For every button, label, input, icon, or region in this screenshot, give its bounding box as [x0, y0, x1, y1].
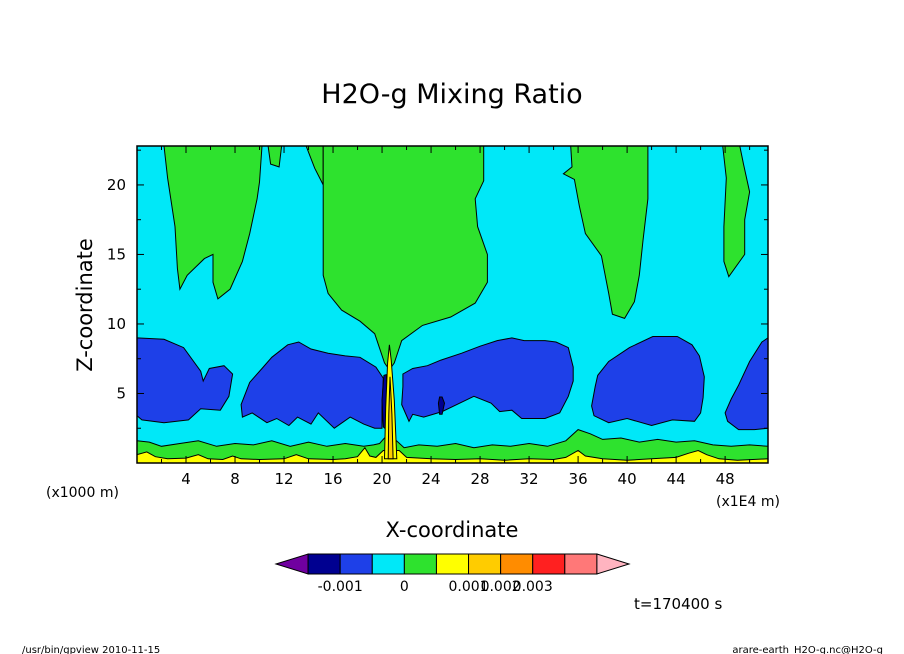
- contour-region-driest-1: [437, 396, 446, 415]
- colorbar-tick-label: -0.001: [318, 579, 363, 595]
- footer-right: arare-earth_H2O-g.nc@H2O-g: [732, 645, 883, 654]
- colorbar-swatch: [371, 553, 405, 575]
- x-tick-label: 36: [569, 470, 588, 488]
- contour-region-moist-4: [562, 146, 649, 320]
- contour-region-moist-3: [322, 146, 488, 371]
- colorbar-swatch: [468, 553, 502, 575]
- y-tick-label: 10: [107, 315, 126, 333]
- contour-region-moist-5: [722, 146, 751, 278]
- y-tick-label: 5: [116, 384, 126, 402]
- colorbar-swatch: [596, 553, 631, 575]
- x-tick-label: 48: [716, 470, 735, 488]
- y-axis-title: Z-coordinate: [73, 238, 97, 372]
- colorbar-tick-label: 0: [400, 579, 409, 595]
- y-axis: 5 10 15 20: [107, 149, 768, 429]
- colorbar-swatch: [274, 553, 309, 575]
- colorbar-swatch: [564, 553, 598, 575]
- plot-area: [137, 146, 768, 463]
- chart-title: H2O-g Mixing Ratio: [321, 79, 582, 110]
- colorbar-tick-label: 0.003: [513, 579, 553, 595]
- colorbar-swatch: [435, 553, 470, 575]
- contour-region-dry-3: [591, 336, 705, 427]
- contour-plume-core: [387, 376, 394, 460]
- colorbar-swatch: [532, 553, 566, 575]
- x-tick-label: 28: [471, 470, 490, 488]
- colorbar: [274, 553, 631, 575]
- x-tick-label: 8: [230, 470, 240, 488]
- plot-frame: [136, 145, 769, 464]
- contour-region-dry-1: [240, 341, 384, 429]
- y-tick-label: 15: [107, 245, 126, 263]
- contour-region-dry-4: [724, 337, 768, 431]
- x-tick-label: 12: [274, 470, 293, 488]
- colorbar-swatch: [339, 553, 373, 575]
- x-tick-label: 4: [181, 470, 191, 488]
- x-tick-label: 16: [323, 470, 342, 488]
- x-tick-label: 24: [422, 470, 441, 488]
- contour-region-moist-0: [163, 146, 263, 300]
- colorbar-tick-label: 0.001: [448, 579, 488, 595]
- time-label: t=170400 s: [634, 595, 722, 613]
- x-tick-label: 32: [520, 470, 539, 488]
- footer-left: /usr/bin/gpview 2010-11-15: [22, 645, 160, 654]
- x-tick-label: 40: [618, 470, 637, 488]
- x-tick-label: 44: [667, 470, 686, 488]
- contour-region-moist-1: [267, 146, 283, 168]
- y-tick-label: 20: [107, 176, 126, 194]
- x-axis-title: X-coordinate: [386, 518, 519, 542]
- colorbar-swatch: [500, 553, 534, 575]
- colorbar-swatch: [403, 553, 437, 575]
- colorbar-tick-label: 0.002: [481, 579, 521, 595]
- contour-surface-yellow: [137, 446, 768, 463]
- y-unit-label: (x1000 m): [46, 485, 119, 501]
- contour-region-dry-2: [401, 337, 574, 423]
- contour-surface-moist: [137, 429, 768, 463]
- colorbar-swatch: [307, 553, 341, 575]
- x-tick-label: 20: [373, 470, 392, 488]
- x-unit-label: (x1E4 m): [716, 494, 780, 510]
- contour-region-dry-0: [137, 337, 234, 424]
- x-axis: 4 8 12 16 20 24 28 32 36 40 44 48: [161, 146, 751, 488]
